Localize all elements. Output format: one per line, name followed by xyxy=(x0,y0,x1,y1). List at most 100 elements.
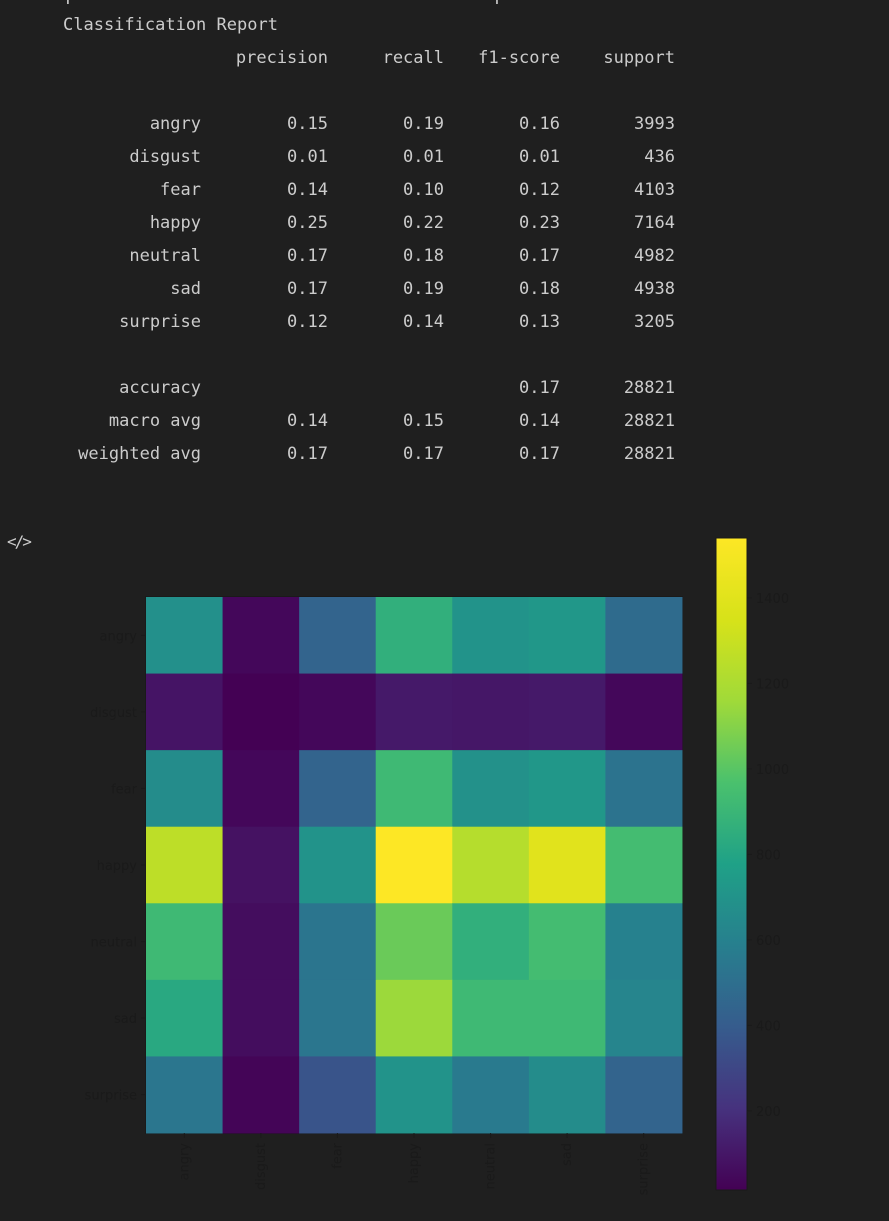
colorbar-tick-label: 1200 xyxy=(756,677,789,692)
summary-label: macro avg xyxy=(108,411,201,431)
f1-score-value: 0.17 xyxy=(519,378,560,398)
heatmap-cell xyxy=(375,903,453,981)
heatmap-cell xyxy=(146,826,224,904)
colorbar-tick-label: 200 xyxy=(756,1105,781,1120)
precision-value: 0.14 xyxy=(287,180,328,200)
y-tick-label: neutral xyxy=(91,936,138,951)
recall-value: 0.19 xyxy=(403,279,444,299)
x-tick-label: surprise xyxy=(637,1143,652,1195)
column-header: recall xyxy=(382,48,444,68)
colorbar-tick-label: 800 xyxy=(756,848,781,863)
precision-value: 0.01 xyxy=(287,147,328,167)
x-tick-label: disgust xyxy=(254,1143,269,1190)
code-icon[interactable]: </> xyxy=(7,532,32,551)
colorbar-tick-label: 1000 xyxy=(756,763,789,778)
support-value: 7164 xyxy=(634,213,675,233)
support-value: 4938 xyxy=(634,279,675,299)
heatmap-cell xyxy=(375,750,453,828)
heatmap-cell xyxy=(146,597,224,675)
heatmap-cell xyxy=(299,903,377,981)
heatmap-cell xyxy=(605,826,683,904)
recall-value: 0.10 xyxy=(403,180,444,200)
heatmap-cell xyxy=(605,597,683,675)
x-tick-label: neutral xyxy=(484,1143,499,1190)
truncated-output-line: [ ]] xyxy=(63,0,503,4)
x-tick-label: sad xyxy=(560,1143,575,1166)
precision-value: 0.25 xyxy=(287,213,328,233)
heatmap-cell xyxy=(605,673,683,751)
y-tick-label: disgust xyxy=(90,706,137,721)
f1-score-value: 0.16 xyxy=(519,114,560,134)
heatmap-cell xyxy=(146,673,224,751)
x-tick-label: angry xyxy=(177,1143,192,1181)
heatmap-cell xyxy=(452,979,530,1057)
support-value: 28821 xyxy=(623,378,675,398)
x-axis: angry disgust fear happy neutral sad surprise xyxy=(177,1132,652,1195)
heatmap-cell xyxy=(452,826,530,904)
recall-value: 0.22 xyxy=(403,213,444,233)
report-title: Classification Report xyxy=(63,15,278,35)
precision-value: 0.14 xyxy=(287,411,328,431)
heatmap-cell xyxy=(299,597,377,675)
recall-value: 0.17 xyxy=(403,444,444,464)
support-value: 3205 xyxy=(634,312,675,332)
heatmap-cell xyxy=(452,903,530,981)
y-tick-label: sad xyxy=(114,1012,137,1027)
colorbar-tick-label: 1400 xyxy=(756,592,789,607)
colorbar-gradient xyxy=(715,537,748,1191)
heatmap-cell xyxy=(528,979,606,1057)
heatmap-cell xyxy=(222,597,300,675)
y-tick-label: angry xyxy=(100,629,138,644)
confusion-matrix-figure: angrydisgustfearhappyneutralsadsurprise … xyxy=(85,537,789,1195)
recall-value: 0.01 xyxy=(403,147,444,167)
heatmap-cell xyxy=(528,903,606,981)
support-value: 28821 xyxy=(623,411,675,431)
f1-score-value: 0.17 xyxy=(519,444,560,464)
heatmap-cell xyxy=(452,1056,530,1134)
column-header: support xyxy=(603,48,675,68)
heatmap-cell xyxy=(528,673,606,751)
recall-value: 0.18 xyxy=(403,246,444,266)
heatmap-cell xyxy=(146,979,224,1057)
f1-score-value: 0.18 xyxy=(519,279,560,299)
row-label: happy xyxy=(149,213,201,233)
heatmap-cell xyxy=(222,826,300,904)
support-value: 4103 xyxy=(634,180,675,200)
row-label: sad xyxy=(170,279,201,299)
heatmap-cell xyxy=(605,903,683,981)
f1-score-value: 0.13 xyxy=(519,312,560,332)
heatmap-cell xyxy=(452,597,530,675)
f1-score-value: 0.01 xyxy=(519,147,560,167)
f1-score-value: 0.17 xyxy=(519,246,560,266)
f1-score-value: 0.23 xyxy=(519,213,560,233)
heatmap-cell xyxy=(452,750,530,828)
heatmap-cell xyxy=(299,826,377,904)
y-tick-label: surprise xyxy=(85,1089,137,1104)
x-tick-label: happy xyxy=(407,1143,422,1184)
colorbar-tick-label: 600 xyxy=(756,934,781,949)
heatmap-cell xyxy=(375,979,453,1057)
support-value: 436 xyxy=(644,147,675,167)
support-value: 4982 xyxy=(634,246,675,266)
summary-label: weighted avg xyxy=(78,444,201,464)
precision-value: 0.17 xyxy=(287,444,328,464)
colorbar-tick-label: 400 xyxy=(756,1019,781,1034)
heatmap-cell xyxy=(299,673,377,751)
row-label: surprise xyxy=(119,312,201,332)
heatmap-cell xyxy=(299,979,377,1057)
heatmap-cell xyxy=(528,597,606,675)
y-tick-label: happy xyxy=(97,859,138,874)
heatmap-cell xyxy=(375,826,453,904)
heatmap-cell xyxy=(222,903,300,981)
heatmap-cell xyxy=(605,750,683,828)
f1-score-value: 0.14 xyxy=(519,411,560,431)
f1-score-value: 0.12 xyxy=(519,180,560,200)
precision-value: 0.17 xyxy=(287,246,328,266)
precision-value: 0.17 xyxy=(287,279,328,299)
row-label: disgust xyxy=(129,147,201,167)
heatmap-cell xyxy=(299,750,377,828)
heatmap-cell xyxy=(222,979,300,1057)
confusion-matrix-heatmap xyxy=(145,596,683,1134)
column-header: precision xyxy=(235,48,328,68)
recall-value: 0.14 xyxy=(403,312,444,332)
